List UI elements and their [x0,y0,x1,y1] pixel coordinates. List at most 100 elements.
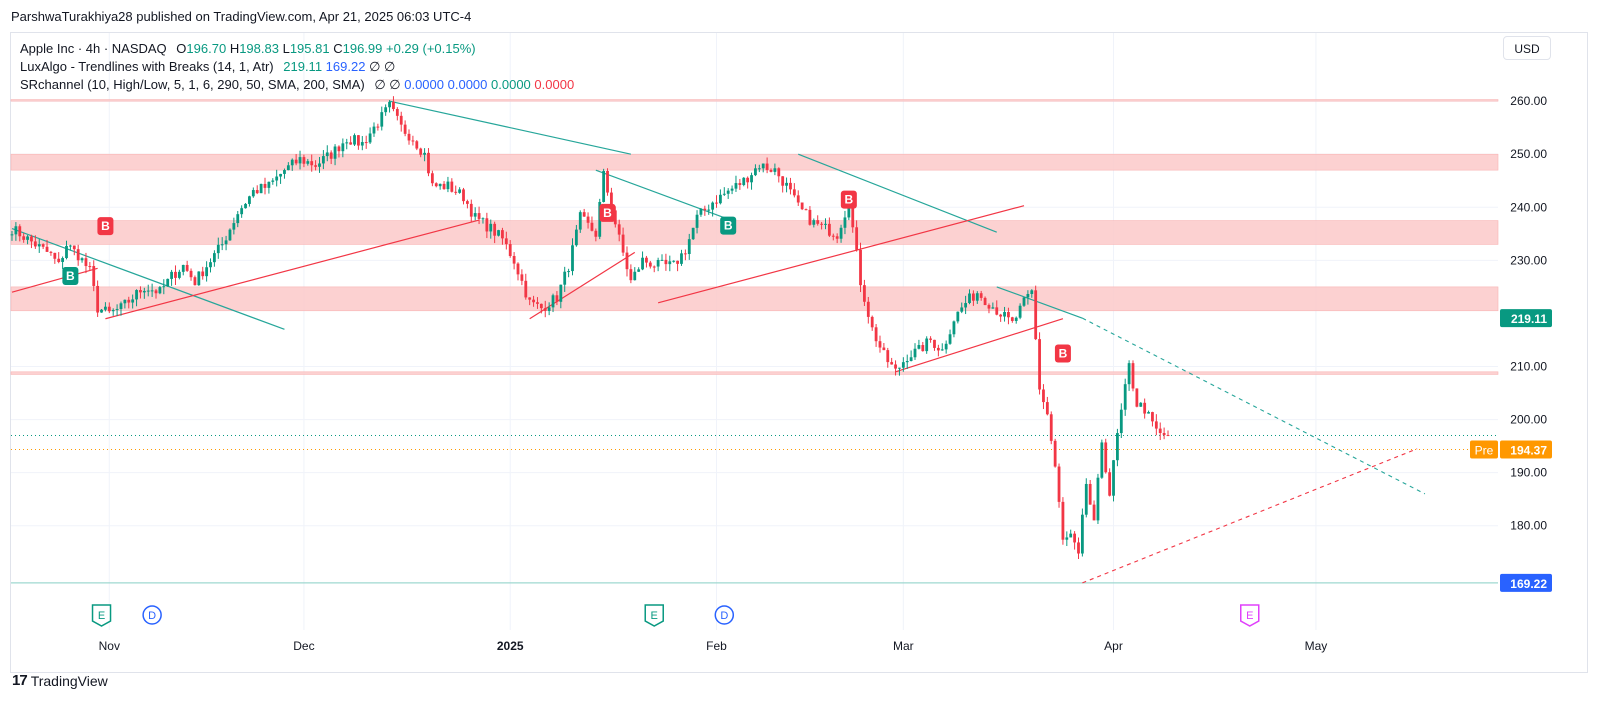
candle-body [139,290,142,293]
candle-body [773,168,777,172]
candle-body [1030,290,1034,294]
earnings-icon [1240,604,1260,627]
candle-body [983,297,987,306]
tradingview-brand[interactable]: 17 TradingView [12,672,108,689]
break-label-box [62,267,79,286]
candle-body [142,290,146,293]
candle-body [874,327,878,342]
event-label: E [98,610,105,622]
candle-body [582,212,586,217]
candle-body [283,170,286,174]
candle-body [1057,466,1061,502]
sr-zone [10,153,1499,171]
sr-zones [10,99,1499,375]
candle-body [10,234,14,236]
chart-area[interactable] [10,32,1588,673]
trendline-up [529,251,636,320]
x-tick-label: Dec [293,639,314,653]
candle-body [855,227,859,250]
candle-body [1061,501,1065,540]
candle-body [804,209,808,211]
candle-body [415,141,419,149]
break-label-text: B [101,219,110,233]
candle-body [777,168,781,177]
candle-body [512,256,516,264]
trendline-up [895,318,1064,373]
candle-body [629,269,633,281]
candle-body [781,176,785,186]
candle-body [224,240,228,245]
candle-body [590,222,594,231]
candle-body [1084,483,1088,515]
candle-body [353,135,356,145]
close-value: 196.99 [342,41,383,56]
candle-body [212,253,216,263]
candle-body [197,271,201,286]
candle-body [578,212,582,230]
candle-body [376,126,380,128]
candle-body [827,223,831,236]
candle-body [427,152,430,174]
candle-body [205,267,209,277]
candle-body [65,245,68,259]
candle-body [53,252,57,259]
candle-body [201,271,205,277]
candle-body [1018,305,1022,318]
candle-body [251,190,255,197]
candle-body [341,143,345,152]
candle-body [310,161,314,166]
candle-body [956,311,960,322]
candle-body [290,159,294,166]
sr-zone [10,99,1499,102]
candle-body [146,290,150,292]
candle-body [999,314,1003,317]
candle-body [625,252,629,270]
candle-body [26,236,29,240]
candle-body [438,183,442,187]
candle-body [715,202,718,204]
candle-body [430,173,434,184]
earnings-icon [644,604,664,627]
tradingview-logo-icon: 17 [12,672,28,689]
candle-body [72,245,76,250]
candle-body [664,259,668,265]
candle-body [318,163,321,167]
candle-body [789,182,792,190]
y-tick-label: 250.00 [1510,147,1547,161]
candle-body [92,266,96,286]
candle-body [76,249,80,261]
candle-body [329,152,333,159]
candle-body [921,345,925,352]
candle-body [901,362,905,368]
dividend-icon [714,605,735,625]
candle-body [792,189,796,196]
candle-body [399,115,403,125]
candle-body [1049,414,1053,441]
candle-body [839,227,843,239]
candle-body [563,271,567,285]
candle-body [641,257,644,270]
candle-body [360,142,364,146]
currency-button[interactable]: USD [1503,36,1551,60]
candle-body [372,126,376,134]
low-label: L [282,41,290,56]
candle-body [1077,542,1080,554]
trendline-up-projection [1082,448,1418,584]
candle-body [1162,433,1166,436]
candle-body [1096,477,1100,521]
candle-body [785,182,788,186]
candles [10,96,1170,559]
candle-body [894,364,897,369]
srchannel-value-5: 0.0000 [491,77,531,92]
candle-body [633,271,637,281]
candle-body [1026,293,1030,298]
price-label-prefix: Pre [1475,443,1494,457]
candle-body [1100,442,1104,478]
y-tick-label: 210.00 [1510,359,1547,373]
close-label: C [333,41,343,56]
candle-body [971,293,975,301]
trendline-up [105,219,480,320]
candle-body [606,170,609,193]
candle-body [314,165,318,167]
